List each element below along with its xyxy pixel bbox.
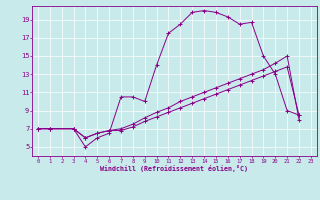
X-axis label: Windchill (Refroidissement éolien,°C): Windchill (Refroidissement éolien,°C) (100, 165, 248, 172)
